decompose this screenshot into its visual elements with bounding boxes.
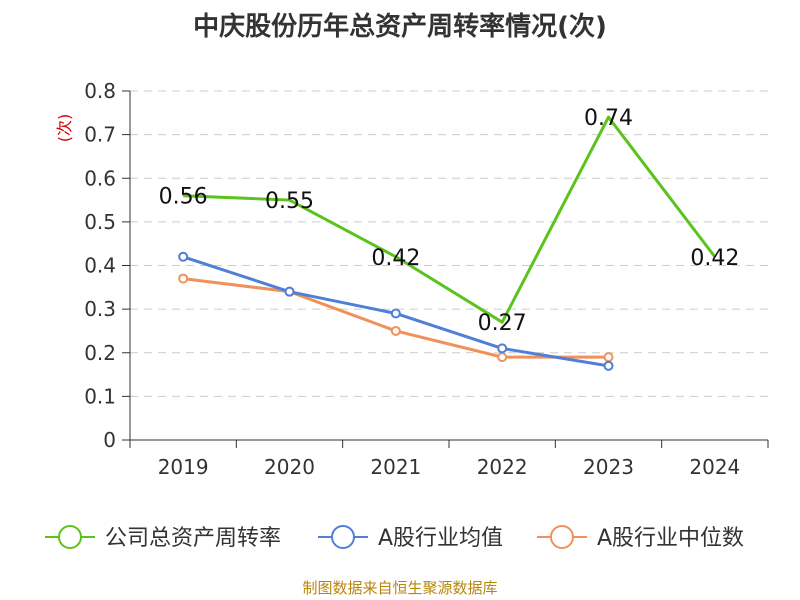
x-tick-label: 2022	[477, 455, 528, 479]
data-label: 0.56	[159, 185, 208, 210]
source-note: 制图数据来自恒生聚源数据库	[302, 579, 498, 597]
x-tick-label: 2024	[689, 455, 740, 479]
legend-label: 公司总资产周转率	[105, 526, 281, 551]
y-tick-label: 0.1	[84, 384, 116, 408]
data-point	[603, 360, 614, 371]
y-tick-label: 0.4	[84, 254, 116, 278]
data-label: 0.42	[371, 246, 420, 271]
data-point	[390, 325, 401, 336]
data-point	[603, 352, 614, 363]
data-point	[178, 251, 189, 262]
data-label: 0.74	[584, 106, 633, 131]
x-tick-label: 2019	[158, 455, 209, 479]
y-axis-label: (次)	[55, 114, 74, 143]
y-tick-label: 0.3	[84, 297, 116, 321]
x-tick-label: 2021	[370, 455, 421, 479]
y-tick-label: 0.6	[84, 166, 116, 190]
data-point	[284, 286, 295, 297]
data-point	[178, 273, 189, 284]
legend-swatch-marker	[331, 525, 355, 549]
y-tick-label: 0	[103, 428, 116, 452]
legend-label: A股行业均值	[378, 526, 503, 551]
data-point	[497, 343, 508, 354]
chart-title: 中庆股份历年总资产周转率情况(次)	[193, 12, 607, 42]
legend-swatch-marker	[58, 525, 82, 549]
data-point	[390, 308, 401, 319]
series-line	[183, 115, 717, 324]
y-tick-label: 0.7	[84, 123, 116, 147]
data-label: 0.55	[265, 189, 314, 214]
x-tick-label: 2020	[264, 455, 315, 479]
y-tick-label: 0.5	[84, 210, 116, 234]
data-label: 0.42	[690, 246, 739, 271]
legend-swatch-marker	[550, 525, 574, 549]
y-tick-label: 0.2	[84, 341, 116, 365]
y-tick-label: 0.8	[84, 79, 116, 103]
data-point	[497, 352, 508, 363]
legend-label: A股行业中位数	[597, 526, 744, 551]
data-label: 0.27	[478, 311, 527, 336]
x-tick-label: 2023	[583, 455, 634, 479]
